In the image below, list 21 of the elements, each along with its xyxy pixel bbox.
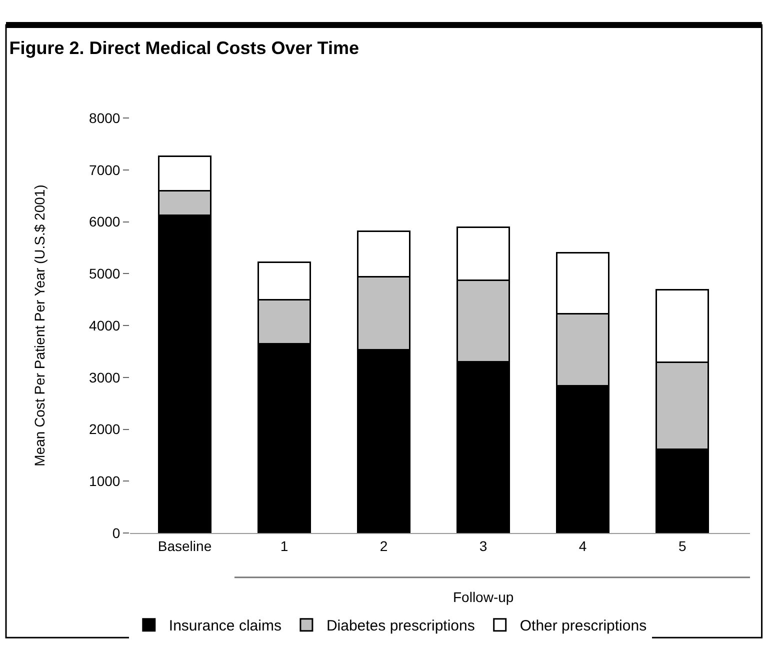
y-tick-label: 3000 <box>89 369 120 386</box>
chart-title: Figure 2. Direct Medical Costs Over Time <box>9 38 359 58</box>
y-axis-title: Mean Cost Per Patient Per Year (U.S.$ 2001) <box>32 184 48 466</box>
y-tick-label: 1000 <box>89 473 120 490</box>
y-tick-label: 4000 <box>89 317 120 334</box>
x-tick-label: 1 <box>280 538 288 554</box>
legend-label: Insurance claims <box>168 618 282 635</box>
legend-label: Other prescriptions <box>520 618 647 635</box>
y-tick-label: 6000 <box>89 214 120 230</box>
text: Follow-up <box>453 589 514 605</box>
x-tick-label: 5 <box>678 538 686 554</box>
y-tick-label: 7000 <box>89 162 120 178</box>
y-tick-label: 5000 <box>89 266 120 282</box>
y-tick-label: 2000 <box>89 421 120 438</box>
x-tick-label: 2 <box>380 538 388 554</box>
y-tick-label: 0 <box>112 524 120 541</box>
x-tick-label: 4 <box>578 538 587 554</box>
y-tick-label: 8000 <box>89 110 120 126</box>
x-tick-label: 3 <box>479 538 488 554</box>
x-tick-label: Baseline <box>158 538 212 554</box>
legend-label: Diabetes prescriptions <box>326 618 475 635</box>
